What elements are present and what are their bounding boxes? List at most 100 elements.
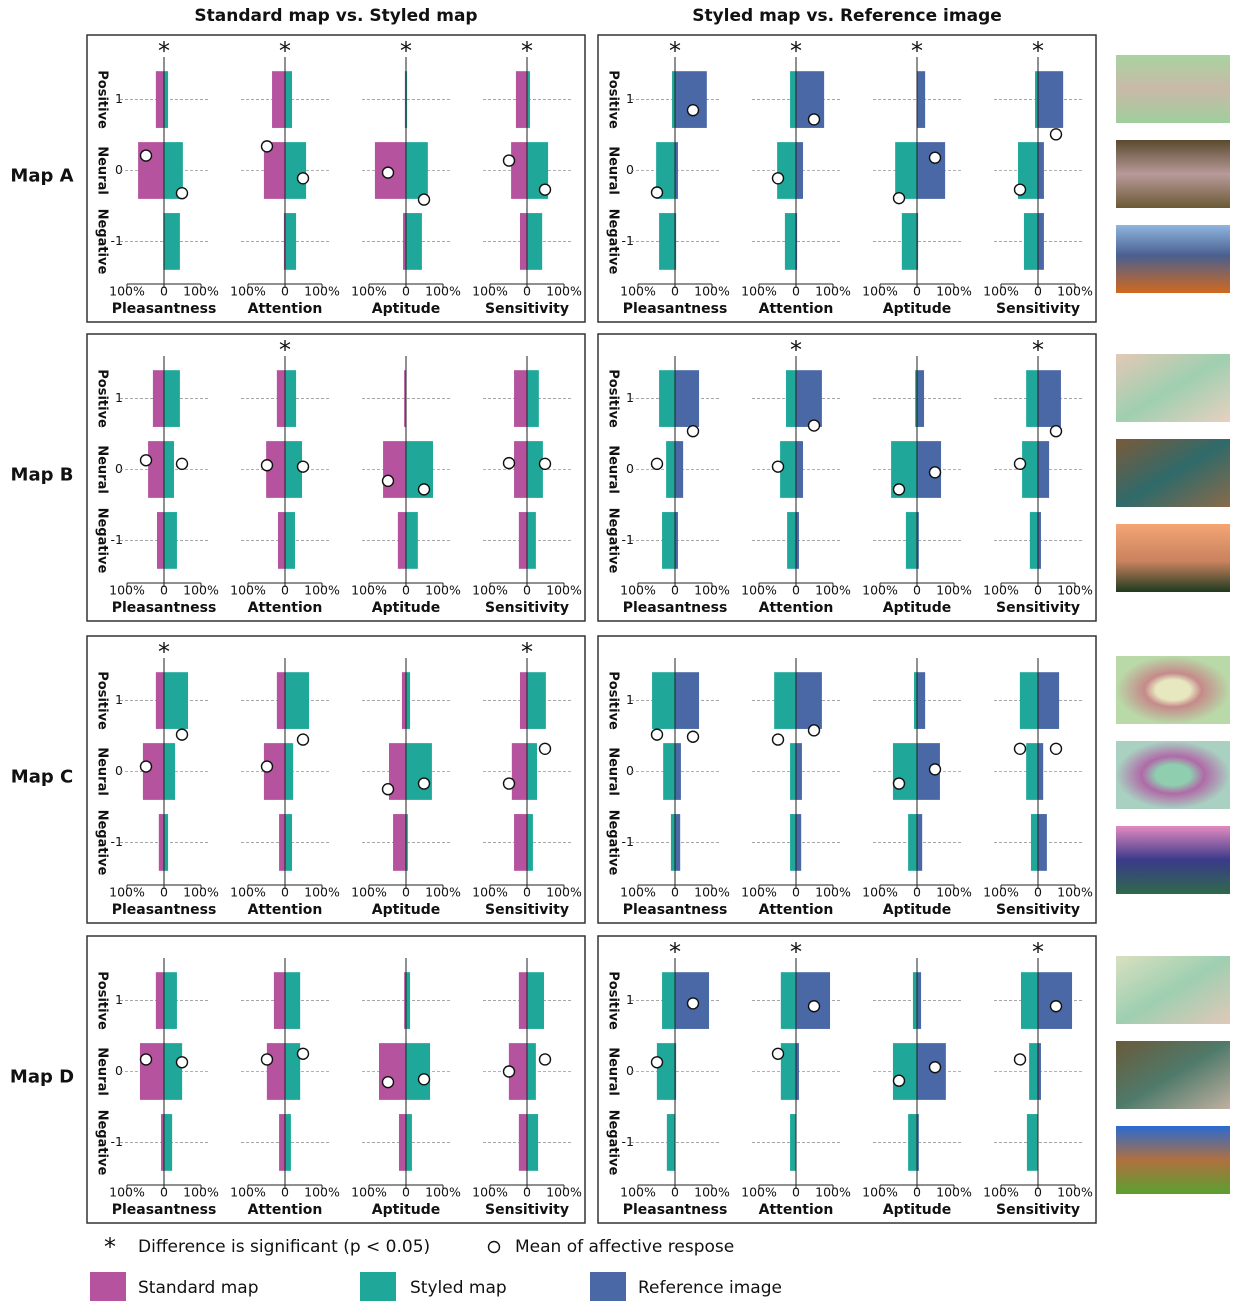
x-tick-label: 100% (472, 1185, 508, 1200)
bar (675, 743, 681, 800)
mean-marker (771, 172, 785, 185)
panel-frame (86, 333, 586, 622)
mean-marker (502, 777, 516, 790)
significance-marker: * (279, 336, 291, 364)
thumbnail (1116, 1041, 1230, 1109)
x-tick-label: 100% (620, 583, 656, 598)
bar (161, 1114, 164, 1171)
x-tick-label: 0 (1034, 284, 1042, 299)
bar (158, 814, 164, 871)
bar (1023, 213, 1038, 270)
bar (784, 213, 796, 270)
bar (285, 142, 307, 199)
bar (1026, 1114, 1038, 1171)
x-tick-label: 100% (1057, 583, 1093, 598)
y-tick-label: 0 (626, 763, 634, 778)
bar (1026, 370, 1038, 427)
bar (796, 743, 802, 800)
mean-marker (417, 483, 431, 496)
bar (285, 441, 303, 498)
mean-marker (650, 457, 664, 471)
level-label: Positive (606, 671, 621, 730)
x-tick-label: 100% (472, 583, 508, 598)
thumbnail (1116, 225, 1230, 293)
x-tick-label: 0 (402, 284, 410, 299)
bar (527, 672, 546, 729)
x-tick-label: 100% (983, 583, 1019, 598)
bar (388, 743, 406, 800)
bar (663, 743, 675, 800)
x-tick-label: 100% (230, 284, 266, 299)
x-tick-label: 100% (1057, 1185, 1093, 1200)
bar (266, 441, 285, 498)
x-tick-label: 0 (1034, 885, 1042, 900)
category-label: Sensitivity (485, 1202, 569, 1218)
mean-marker (260, 1053, 274, 1066)
bar (901, 213, 917, 270)
bar (406, 213, 422, 270)
x-tick-label: 100% (862, 284, 898, 299)
mean-marker (381, 166, 395, 179)
x-tick-label: 0 (281, 1185, 289, 1200)
bar (1038, 441, 1050, 498)
mean-marker (686, 997, 700, 1010)
category-label: Aptitude (883, 600, 952, 616)
mean-marker (381, 783, 395, 796)
mean-marker (175, 457, 189, 471)
category-label: Attention (248, 1202, 323, 1218)
x-tick-label: 0 (671, 583, 679, 598)
bar (892, 743, 917, 800)
bar (518, 972, 527, 1029)
category-label: Attention (248, 301, 323, 317)
x-tick-label: 0 (523, 885, 531, 900)
bar (1019, 672, 1038, 729)
mean-marker (139, 454, 153, 467)
level-label: Positive (95, 671, 110, 730)
mean-marker (1049, 742, 1063, 755)
level-label: Positive (606, 369, 621, 428)
bar (656, 1043, 675, 1100)
bar (1038, 1043, 1041, 1100)
bar (518, 1114, 527, 1171)
mean-marker (1049, 424, 1063, 438)
thumbnail (1116, 55, 1230, 123)
x-tick-label: 0 (913, 1185, 921, 1200)
bar (662, 972, 675, 1029)
thumbnail (1116, 439, 1230, 507)
bar (666, 441, 675, 498)
x-tick-label: 100% (862, 583, 898, 598)
mean-marker (928, 151, 942, 164)
bar (283, 213, 285, 270)
bar (796, 512, 799, 569)
level-label: Positive (606, 70, 621, 129)
panel-frame (86, 635, 586, 924)
bar (1020, 972, 1038, 1029)
bar (406, 672, 411, 729)
bar (383, 441, 406, 498)
bar (914, 672, 917, 729)
x-tick-label: 100% (183, 1185, 219, 1200)
bar (917, 512, 919, 569)
bar (527, 814, 533, 871)
x-tick-label: 0 (1034, 1185, 1042, 1200)
level-label: Positive (606, 971, 621, 1030)
bar (155, 972, 164, 1029)
x-tick-label: 0 (792, 885, 800, 900)
x-tick-label: 100% (741, 583, 777, 598)
bar (139, 1043, 164, 1100)
category-label: Pleasantness (623, 301, 728, 317)
significance-marker: * (158, 37, 170, 65)
significance-marker: * (1032, 37, 1044, 65)
bar (917, 142, 946, 199)
bar (659, 213, 675, 270)
x-tick-label: 0 (913, 284, 921, 299)
x-tick-label: 0 (523, 583, 531, 598)
bar (164, 1114, 173, 1171)
bar (527, 512, 536, 569)
x-tick-label: 100% (983, 284, 1019, 299)
bar (514, 441, 527, 498)
mean-marker (538, 742, 552, 755)
category-label: Pleasantness (623, 902, 728, 918)
bar (285, 71, 293, 128)
